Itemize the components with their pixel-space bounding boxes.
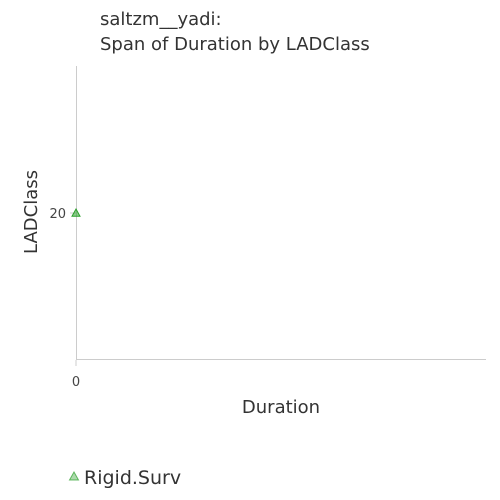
y-ticks: 20 xyxy=(49,207,76,222)
x-tick-label: 0 xyxy=(72,375,80,390)
data-points xyxy=(71,207,81,217)
chart-title-line1: saltzm__yadi: xyxy=(100,9,222,30)
x-axis-title: Duration xyxy=(242,397,320,418)
chart-title-line2: Span of Duration by LADClass xyxy=(100,34,370,55)
y-axis-title: LADClass xyxy=(21,170,42,254)
legend: Rigid.Surv xyxy=(68,467,181,489)
data-point xyxy=(71,207,81,217)
y-tick-label: 20 xyxy=(49,207,66,222)
legend-item-label: Rigid.Surv xyxy=(84,467,181,489)
x-ticks: 0 xyxy=(72,360,80,390)
legend-marker-triangle-icon xyxy=(68,470,80,481)
